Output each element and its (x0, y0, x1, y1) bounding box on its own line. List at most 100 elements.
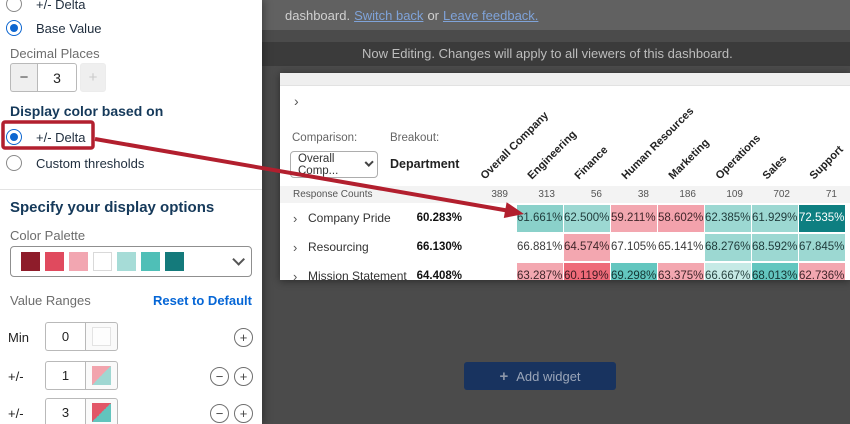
color-palette-dropdown[interactable] (10, 246, 252, 277)
decimal-places-label: Decimal Places (10, 46, 100, 61)
radio-label: Base Value (36, 20, 102, 36)
add-widget-label: Add widget (516, 368, 581, 384)
add-range-button[interactable]: + (234, 367, 253, 386)
radio-label: +/- Delta (36, 129, 86, 145)
color-swatch-button[interactable] (85, 398, 118, 424)
heatmap-row: › Resourcing 66.130% 66.881% 64.574% 67.105% 6… (280, 234, 850, 261)
column-header-support: Support (807, 143, 846, 182)
radio-icon-selected[interactable] (6, 129, 22, 145)
radio-option-delta[interactable]: +/- Delta (6, 128, 86, 146)
column-header-marketing: Marketing (666, 136, 712, 182)
palette-swatch-icon (93, 252, 112, 271)
radio-icon-selected[interactable] (6, 20, 22, 36)
range-row-min (45, 322, 118, 351)
banner-message: Now Editing. Changes will apply to all v… (362, 46, 733, 61)
row-expander-icon[interactable]: › (293, 211, 298, 226)
heatmap-cell: 66.667% (705, 263, 751, 280)
decimal-places-stepper: − 3 + (10, 63, 106, 92)
comparison-dropdown[interactable]: Overall Comp... (290, 151, 378, 178)
heatmap-widget: › Comparison: Overall Comp... Breakout: … (280, 73, 850, 280)
column-header-operations: Operations (713, 132, 764, 182)
topbar-conjunction: or (427, 7, 439, 23)
radio-icon[interactable] (6, 0, 22, 12)
leave-feedback-link[interactable]: Leave feedback. (443, 7, 539, 23)
column-header-engineering: Engineering (525, 128, 579, 182)
palette-swatch-icon (21, 252, 40, 271)
heatmap-cell: 62.500% (564, 205, 610, 232)
color-swatch-button[interactable] (85, 322, 118, 351)
widget-header-strip (280, 73, 850, 86)
comparison-label: Comparison: (292, 132, 358, 144)
row-expander-icon[interactable]: › (293, 240, 298, 255)
row-label: Resourcing (308, 240, 369, 254)
add-range-button[interactable]: + (234, 328, 253, 347)
color-swatch-button[interactable] (85, 361, 118, 390)
section-divider (0, 189, 262, 190)
palette-swatch-icon (165, 252, 184, 271)
heatmap-cell: 63.375% (658, 263, 704, 280)
response-count-value: 56 (590, 189, 602, 200)
palette-swatch-icon (141, 252, 160, 271)
add-range-button[interactable]: + (234, 404, 253, 423)
add-widget-button[interactable]: + Add widget (464, 362, 616, 390)
heatmap-cell: 66.881% (517, 234, 563, 261)
response-count-value: 702 (773, 189, 790, 200)
radio-option-custom-thresholds[interactable]: Custom thresholds (6, 154, 144, 172)
display-color-heading: Display color based on (10, 103, 164, 119)
increment-button[interactable]: + (80, 63, 106, 92)
chevron-down-icon (232, 253, 245, 266)
range-row-2 (45, 398, 118, 424)
heatmap-cell: 69.298% (611, 263, 657, 280)
radio-icon[interactable] (6, 155, 22, 171)
heatmap-cell: 64.574% (564, 234, 610, 261)
widget-expander-icon[interactable]: › (294, 93, 299, 109)
palette-swatch-icon (69, 252, 88, 271)
overall-value: 66.130% (416, 241, 462, 253)
row-expander-icon[interactable]: › (293, 269, 298, 280)
row-label: Company Pride (308, 211, 391, 225)
heatmap-cell: 61.661% (517, 205, 563, 232)
switch-back-link[interactable]: Switch back (354, 7, 424, 23)
breakout-label: Breakout: (390, 132, 440, 144)
chevron-down-icon (364, 157, 374, 168)
palette-swatch-icon (45, 252, 64, 271)
range-value-input[interactable] (45, 322, 85, 351)
heatmap-cell: 63.287% (517, 263, 563, 280)
range-row-label: +/- (8, 406, 24, 421)
color-palette-label: Color Palette (10, 228, 86, 243)
heatmap-cell: 61.929% (752, 205, 798, 232)
top-notification-bar: dashboard. Switch back or Leave feedback… (262, 0, 850, 30)
response-count-value: 389 (491, 189, 508, 200)
remove-range-button[interactable]: − (210, 404, 229, 423)
heatmap-cell: 58.602% (658, 205, 704, 232)
breakout-value: Department (390, 157, 460, 171)
swatch-icon (92, 327, 111, 346)
column-header-sales: Sales (760, 153, 790, 182)
column-header-finance: Finance (572, 144, 611, 182)
heatmap-cell: 68.276% (705, 234, 751, 261)
overall-value: 64.408% (416, 270, 462, 280)
radio-option-delta-top[interactable]: +/- Delta (6, 0, 86, 13)
heatmap-cell: 59.211% (611, 205, 657, 232)
remove-range-button[interactable]: − (210, 367, 229, 386)
range-row-label: Min (8, 330, 29, 345)
heatmap-cell: 67.105% (611, 234, 657, 261)
heatmap-row: › Company Pride 60.283% 61.661% 62.500% 59.21… (280, 205, 850, 251)
swatch-icon (92, 366, 111, 385)
value-ranges-label: Value Ranges (10, 293, 91, 308)
heatmap-cell: 67.845% (799, 234, 845, 261)
overall-value: 60.283% (416, 212, 462, 224)
heatmap-cell: 72.535% ^ (799, 205, 845, 251)
response-counts-label: Response Counts (293, 189, 373, 200)
range-value-input[interactable] (45, 398, 85, 424)
range-value-input[interactable] (45, 361, 85, 390)
heatmap-cell: 65.141% (658, 234, 704, 261)
reset-to-default-link[interactable]: Reset to Default (153, 293, 252, 308)
radio-option-base-value[interactable]: Base Value (6, 19, 102, 37)
heatmap-row: › Mission Statement 64.408% 63.287% 60.119% 6… (280, 263, 850, 280)
response-count-value: 38 (637, 189, 649, 200)
heatmap-cell: 68.013% (752, 263, 798, 280)
comparison-value: Overall Comp... (298, 152, 339, 177)
decrement-button[interactable]: − (10, 63, 37, 92)
topbar-text: dashboard. (285, 7, 351, 23)
